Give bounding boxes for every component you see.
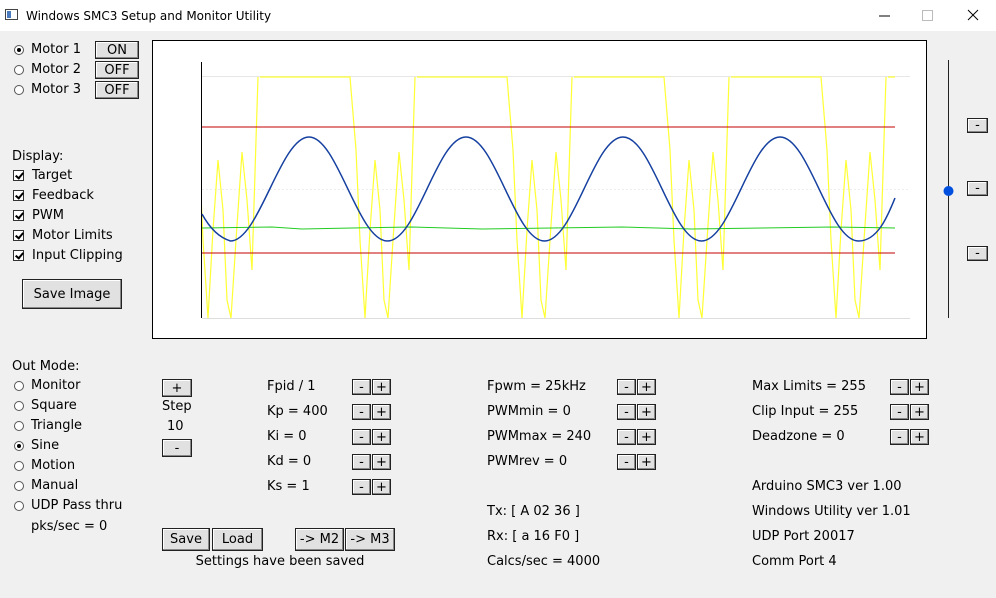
display-option: Feedback [32, 188, 94, 203]
param-increment[interactable]: + [637, 429, 656, 445]
param-decrement[interactable]: - [890, 404, 909, 420]
motor-toggle[interactable]: OFF [95, 81, 139, 99]
param-increment[interactable]: + [637, 454, 656, 470]
display-checkbox[interactable] [13, 250, 24, 261]
title-bar [0, 0, 996, 31]
motor-toggle[interactable]: ON [95, 41, 139, 59]
motor-radio[interactable] [14, 85, 24, 95]
display-option: Input Clipping [32, 248, 123, 263]
save-image-button[interactable]: Save Image [22, 279, 122, 309]
display-option: PWM [32, 208, 64, 223]
param-decrement[interactable]: - [617, 454, 636, 470]
param-label: Clip Input = 255 [752, 404, 859, 419]
info-text: UDP Port 20017 [752, 529, 855, 544]
step-value: 10 [167, 419, 184, 434]
out-mode-option: Motion [31, 458, 76, 473]
param-decrement[interactable]: - [352, 454, 371, 470]
info-text: Comm Port 4 [752, 554, 837, 569]
status-text: Rx: [ a 16 F0 ] [487, 529, 580, 544]
out-mode-radio[interactable] [14, 421, 24, 431]
param-increment[interactable]: + [910, 379, 929, 395]
pks-sec: pks/sec = 0 [31, 519, 108, 534]
action-button[interactable]: Load [212, 528, 263, 551]
param-label: PWMmin = 0 [487, 404, 571, 419]
display-option: Motor Limits [32, 228, 113, 243]
out-mode-option: UDP Pass thru [31, 498, 123, 513]
action-button[interactable]: -> M3 [345, 528, 395, 551]
app-icon [5, 9, 18, 20]
param-label: Max Limits = 255 [752, 379, 866, 394]
param-decrement[interactable]: - [617, 404, 636, 420]
param-decrement[interactable]: - [617, 379, 636, 395]
motor-radio[interactable] [14, 65, 24, 75]
out-mode-radio[interactable] [14, 441, 24, 451]
motor-label: Motor 1 [31, 42, 81, 57]
display-label: Display: [12, 149, 64, 164]
out-mode-option: Square [31, 398, 77, 413]
param-label: Fpid / 1 [267, 379, 316, 394]
out-mode-option: Monitor [31, 378, 81, 393]
param-label: PWMmax = 240 [487, 429, 592, 444]
out-mode-option: Manual [31, 478, 79, 493]
out-mode-radio[interactable] [14, 501, 24, 511]
display-option: Target [32, 168, 73, 183]
status-text: Calcs/sec = 4000 [487, 554, 601, 569]
info-text: Arduino SMC3 ver 1.00 [752, 479, 902, 494]
display-checkbox[interactable] [13, 230, 24, 241]
param-decrement[interactable]: - [352, 479, 371, 495]
display-checkbox[interactable] [13, 190, 24, 201]
param-increment[interactable]: + [637, 379, 656, 395]
window-controls[interactable] [870, 8, 985, 24]
out-mode-radio[interactable] [14, 461, 24, 471]
display-checkbox[interactable] [13, 170, 24, 181]
out-mode-radio[interactable] [14, 481, 24, 491]
action-button[interactable]: -> M2 [295, 528, 344, 551]
out-mode-option: Triangle [31, 418, 83, 433]
param-label: Kd = 0 [267, 454, 312, 469]
param-label: Deadzone = 0 [752, 429, 845, 444]
param-decrement[interactable]: - [890, 379, 909, 395]
param-decrement[interactable]: - [352, 429, 371, 445]
slider-button[interactable]: - [967, 246, 988, 261]
param-label: Kp = 400 [267, 404, 328, 419]
param-decrement[interactable]: - [352, 404, 371, 420]
param-decrement[interactable]: - [890, 429, 909, 445]
info-text: Windows Utility ver 1.01 [752, 504, 911, 519]
param-decrement[interactable]: - [617, 429, 636, 445]
out-mode-radio[interactable] [14, 381, 24, 391]
slider[interactable] [940, 58, 960, 322]
display-checkbox[interactable] [13, 210, 24, 221]
step-minus[interactable]: - [162, 439, 192, 457]
param-label: Ks = 1 [267, 479, 310, 494]
out-mode-radio[interactable] [14, 401, 24, 411]
monitor-plot [152, 40, 927, 339]
out-mode-label: Out Mode: [12, 359, 80, 374]
window-title: Windows SMC3 Setup and Monitor Utility [26, 9, 272, 23]
param-decrement[interactable]: - [352, 379, 371, 395]
param-increment[interactable]: + [910, 404, 929, 420]
param-label: Fpwm = 25kHz [487, 379, 586, 394]
motor-toggle[interactable]: OFF [95, 61, 139, 79]
step-plus[interactable]: + [162, 379, 192, 397]
out-mode-option: Sine [31, 438, 60, 453]
slider-button[interactable]: - [967, 118, 988, 133]
param-increment[interactable]: + [637, 404, 656, 420]
slider-button[interactable]: - [967, 181, 988, 196]
param-increment[interactable]: + [372, 404, 391, 420]
param-label: PWMrev = 0 [487, 454, 568, 469]
settings-message: Settings have been saved [195, 554, 365, 569]
motor-label: Motor 2 [31, 62, 81, 77]
step-label: Step [162, 399, 192, 414]
param-label: Ki = 0 [267, 429, 307, 444]
motor-label: Motor 3 [31, 82, 81, 97]
action-button[interactable]: Save [162, 528, 210, 551]
param-increment[interactable]: + [372, 454, 391, 470]
param-increment[interactable]: + [372, 479, 391, 495]
param-increment[interactable]: + [910, 429, 929, 445]
status-text: Tx: [ A 02 36 ] [487, 504, 580, 519]
motor-radio[interactable] [14, 45, 24, 55]
param-increment[interactable]: + [372, 379, 391, 395]
param-increment[interactable]: + [372, 429, 391, 445]
